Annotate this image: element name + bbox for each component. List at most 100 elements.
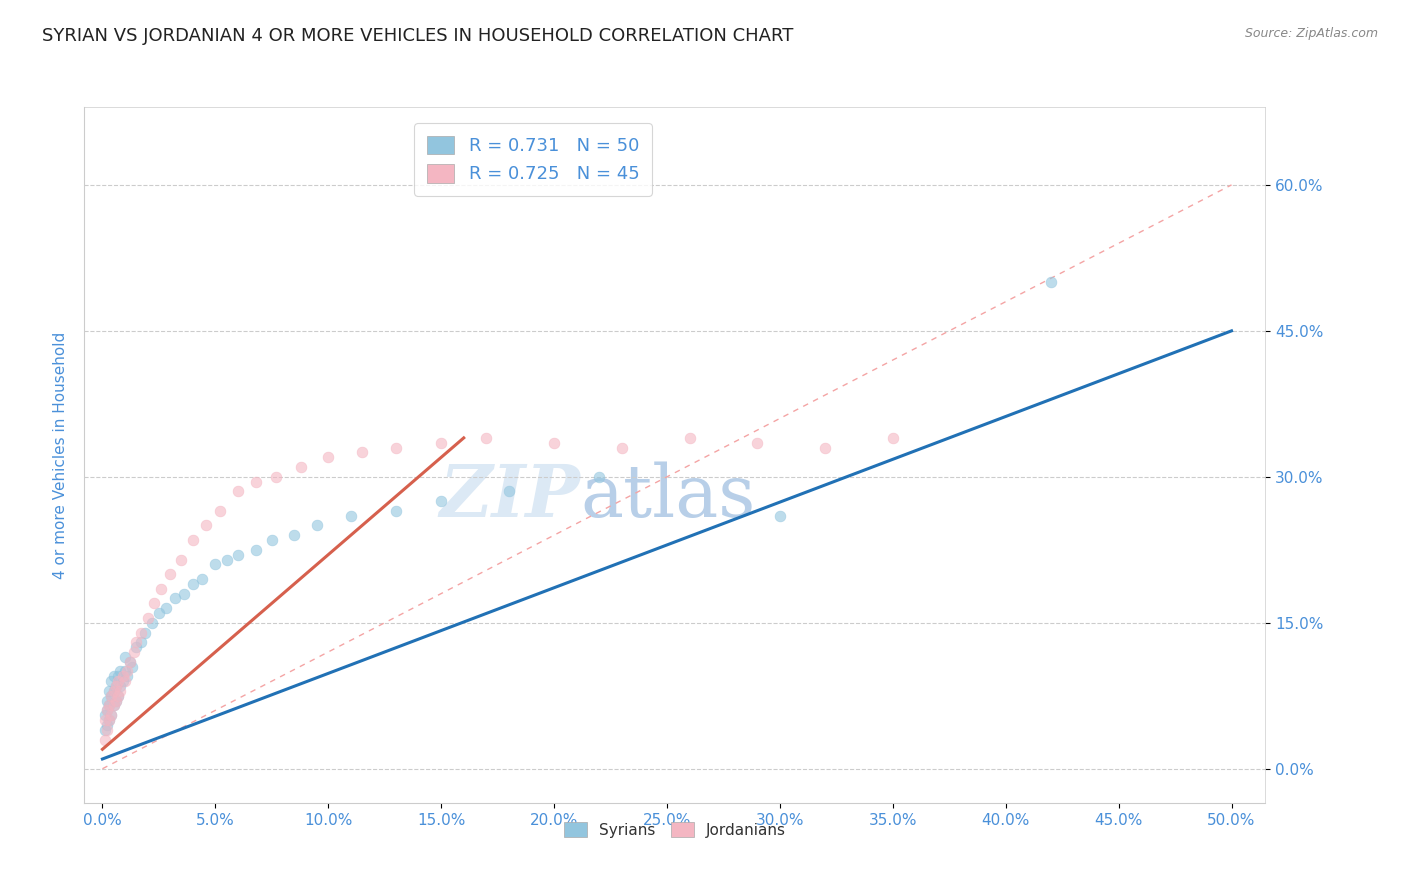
Point — [610, 441, 633, 455]
Point — [385, 504, 408, 518]
Point — [98, 684, 121, 698]
Point — [769, 508, 792, 523]
Point — [148, 606, 170, 620]
Point — [111, 669, 134, 683]
Point — [352, 445, 374, 459]
Point — [136, 611, 159, 625]
Point — [170, 552, 193, 566]
Point — [96, 693, 118, 707]
Point — [98, 698, 121, 713]
Text: SYRIAN VS JORDANIAN 4 OR MORE VEHICLES IN HOUSEHOLD CORRELATION CHART: SYRIAN VS JORDANIAN 4 OR MORE VEHICLES I… — [42, 27, 793, 45]
Point — [340, 508, 363, 523]
Point — [150, 582, 173, 596]
Point — [678, 431, 700, 445]
Point — [114, 674, 136, 689]
Point — [385, 441, 408, 455]
Point — [245, 475, 267, 489]
Legend: Syrians, Jordanians: Syrians, Jordanians — [558, 815, 792, 844]
Point — [96, 703, 118, 717]
Point — [191, 572, 214, 586]
Point — [143, 596, 166, 610]
Point — [305, 518, 328, 533]
Point — [100, 689, 122, 703]
Point — [118, 655, 141, 669]
Point — [134, 625, 156, 640]
Point — [125, 640, 148, 654]
Point — [93, 723, 115, 737]
Point — [98, 713, 121, 727]
Point — [110, 665, 132, 679]
Point — [543, 435, 565, 450]
Point — [100, 708, 122, 723]
Point — [208, 504, 231, 518]
Point — [107, 689, 129, 703]
Point — [104, 693, 127, 707]
Point — [117, 669, 139, 683]
Point — [96, 723, 118, 737]
Point — [100, 708, 122, 723]
Point — [245, 542, 267, 557]
Point — [260, 533, 283, 547]
Point — [430, 435, 453, 450]
Point — [215, 552, 238, 566]
Point — [814, 441, 837, 455]
Point — [195, 518, 218, 533]
Point — [93, 708, 115, 723]
Point — [93, 732, 115, 747]
Point — [100, 689, 122, 703]
Point — [588, 470, 610, 484]
Point — [283, 528, 305, 542]
Point — [104, 679, 127, 693]
Point — [103, 669, 125, 683]
Point — [204, 558, 226, 572]
Point — [129, 625, 152, 640]
Point — [747, 435, 769, 450]
Point — [103, 684, 125, 698]
Point — [163, 591, 186, 606]
Point — [100, 674, 122, 689]
Point — [475, 431, 498, 445]
Point — [117, 665, 139, 679]
Point — [114, 649, 136, 664]
Point — [103, 698, 125, 713]
Point — [107, 674, 129, 689]
Point — [103, 684, 125, 698]
Point — [1039, 275, 1062, 289]
Point — [98, 713, 121, 727]
Point — [93, 713, 115, 727]
Point — [173, 586, 195, 600]
Point — [121, 659, 143, 673]
Point — [266, 470, 288, 484]
Point — [498, 484, 520, 499]
Point — [181, 577, 204, 591]
Point — [129, 635, 152, 649]
Point — [290, 460, 312, 475]
Point — [111, 674, 134, 689]
Point — [316, 450, 339, 465]
Point — [107, 689, 129, 703]
Point — [107, 669, 129, 683]
Point — [98, 698, 121, 713]
Point — [110, 679, 132, 693]
Point — [122, 645, 145, 659]
Point — [110, 684, 132, 698]
Point — [96, 703, 118, 717]
Point — [159, 567, 181, 582]
Text: ZIP: ZIP — [440, 461, 581, 533]
Point — [141, 615, 163, 630]
Point — [181, 533, 204, 547]
Point — [114, 665, 136, 679]
Text: Source: ZipAtlas.com: Source: ZipAtlas.com — [1244, 27, 1378, 40]
Point — [96, 718, 118, 732]
Text: atlas: atlas — [581, 461, 756, 532]
Point — [882, 431, 904, 445]
Point — [125, 635, 148, 649]
Point — [226, 548, 249, 562]
Point — [226, 484, 249, 499]
Point — [155, 601, 177, 615]
Y-axis label: 4 or more Vehicles in Household: 4 or more Vehicles in Household — [52, 331, 67, 579]
Point — [103, 698, 125, 713]
Point — [104, 693, 127, 707]
Point — [104, 679, 127, 693]
Point — [118, 655, 141, 669]
